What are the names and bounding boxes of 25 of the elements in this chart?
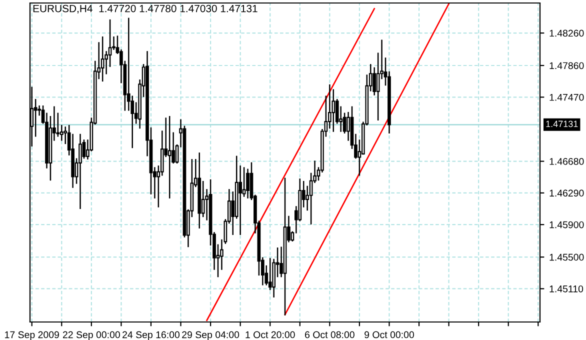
x-tick-label: 24 Sep 16:00 xyxy=(122,331,180,340)
y-tick-label: 1.46290 xyxy=(550,190,584,197)
x-tick-label: 6 Oct 08:00 xyxy=(305,331,354,338)
candlestick xyxy=(78,134,82,209)
candlestick xyxy=(238,166,242,235)
chart-title: EURUSD,H4 1.47720 1.47780 1.47030 1.47131 xyxy=(33,4,258,14)
ref-line-label: 1.47131 xyxy=(546,120,578,128)
y-tick-label: 1.45900 xyxy=(550,221,584,228)
y-tick-label: 1.48260 xyxy=(550,30,584,37)
y-tick-label: 1.45110 xyxy=(550,285,584,292)
candlestick xyxy=(168,116,172,198)
x-tick-label: 17 Sep 2009 xyxy=(5,331,59,340)
y-tick-label: 1.46680 xyxy=(550,158,584,165)
y-tick-label: 1.47470 xyxy=(550,94,584,101)
candlestick xyxy=(201,180,205,218)
y-tick-label: 1.47860 xyxy=(550,62,584,70)
x-tick-label: 9 Oct 00:00 xyxy=(364,331,414,338)
x-tick-label: 1 Oct 20:00 xyxy=(246,331,295,338)
candlestick xyxy=(268,258,272,290)
x-tick-label: 22 Sep 00:00 xyxy=(62,331,120,340)
candlestick xyxy=(372,67,376,96)
candlestick xyxy=(100,36,104,82)
y-tick-label: 1.45500 xyxy=(550,254,584,261)
x-tick-label: 29 Sep 04:00 xyxy=(182,331,240,340)
candlestick xyxy=(246,168,250,198)
